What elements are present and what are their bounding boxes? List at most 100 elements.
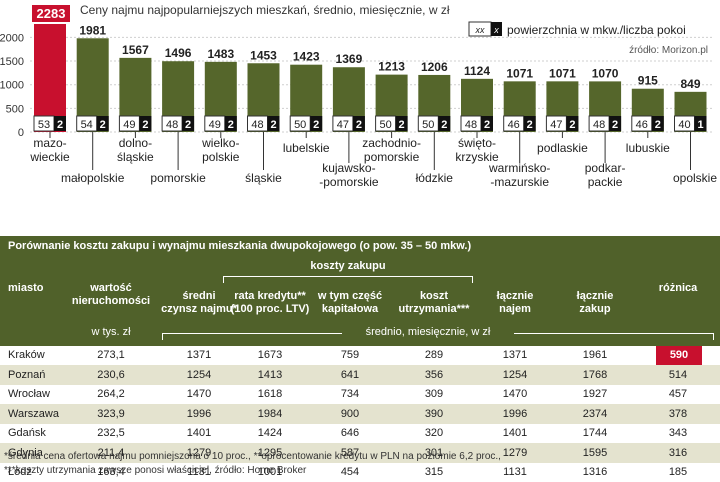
legend-rooms-badge: x: [493, 25, 499, 35]
rooms-badge: 2: [441, 119, 447, 131]
region-label: lubuskie: [626, 141, 670, 155]
col-installment-header: rata kredytu** (100 proc. LTV): [215, 290, 325, 316]
col-value-unit: w tys. zł: [91, 326, 131, 338]
col-rent-header-line2: czynsz najmu*: [161, 303, 237, 315]
cell-diff: 343: [668, 427, 688, 439]
area-badge: 50: [379, 119, 391, 131]
cell-city: Łódź: [8, 466, 32, 478]
table-row: Poznań 230,6 1254 1413 641 356 1254 1768 514: [0, 365, 720, 385]
region-label: lubelskie: [283, 141, 330, 155]
cell-capital: 587: [340, 446, 360, 459]
col-installment-header-line2: (100 proc. LTV): [230, 303, 310, 315]
cell-capital: 641: [340, 368, 360, 381]
span-note-line-right: [514, 333, 714, 334]
rooms-badge-box: [609, 116, 622, 131]
cell-total-buy: 1961: [582, 349, 608, 361]
table-row: Łódź 163,4 1131 1001 454 315 1131 1316 185: [0, 463, 720, 482]
rooms-badge-box: [481, 116, 493, 131]
rooms-badge-box: [694, 116, 707, 131]
cell-total-buy: 1768: [582, 368, 608, 381]
col-rent-header: średni czynsz najmu*: [144, 290, 254, 316]
region-label: dolno-: [119, 136, 152, 150]
value-label: 2283: [37, 6, 66, 21]
rooms-badge: 2: [228, 119, 234, 131]
cell-value: 230,6: [97, 368, 125, 381]
region-labels: mazo-wieckie małopolskie dolno-śląskie pomo…: [29, 132, 717, 189]
legend-rooms-box: [491, 22, 502, 36]
rooms-badge-box: [352, 116, 365, 131]
region-label: -pomorskie: [319, 175, 379, 189]
cell-city: Wrocław: [8, 388, 50, 400]
cell-city: Kraków: [8, 349, 45, 361]
cell-capital: 454: [340, 466, 360, 478]
cell-value: 264,2: [97, 388, 125, 400]
cell-rent: 1371: [186, 349, 212, 361]
span-note: średnio, miesięcznie, w zł: [365, 326, 491, 338]
area-badge: 46: [508, 119, 520, 131]
value-label: 1369: [336, 52, 363, 66]
cell-total-buy: 1744: [582, 427, 608, 439]
cell-total-buy: 1316: [582, 466, 608, 478]
table-row: Gdynia 211,4 1279 1295 587 301 1279 1595 316: [0, 443, 720, 463]
cell-rent: 1470: [186, 388, 212, 400]
col-total-buy-header: łącznie zakup: [540, 290, 650, 316]
col-capital-header: w tym część kapitałowa: [295, 290, 405, 316]
legend: xx x powierzchnia w mkw./liczba pokoi: [468, 21, 686, 37]
region-label: łódzkie: [416, 171, 454, 185]
region-label: opolskie: [673, 171, 717, 185]
cell-total-rent: 1279: [502, 446, 528, 459]
col-total-rent-header-line1: łącznie: [496, 290, 534, 302]
rooms-badge: 2: [313, 119, 319, 131]
region-label: pomorskie: [364, 150, 420, 164]
area-room-badges: 53 2 54 2 49 2 48 2 49 2 48 2 50 2 47 2 50 2 50 2 48 2 46 2 47 2 4…: [33, 115, 707, 132]
table-title: Porównanie kosztu zakupu i wynajmu miesz…: [0, 236, 720, 256]
purchase-costs-bracket: [223, 276, 473, 277]
cell-diff: 514: [668, 368, 688, 381]
cell-value: 232,5: [97, 427, 125, 439]
cell-upkeep: 289: [424, 349, 444, 361]
value-label: 1453: [250, 48, 277, 62]
region-label: święto-: [458, 136, 496, 150]
rooms-badge-box: [566, 116, 579, 131]
cell-rent: 1254: [186, 368, 212, 381]
area-badge: 49: [209, 119, 221, 131]
cell-total-rent: 1401: [502, 427, 528, 439]
col-upkeep-header-line1: koszt: [419, 290, 449, 302]
col-diff-header: różnica: [658, 282, 698, 294]
col-value-header: wartość nieruchomości: [56, 282, 166, 308]
y-tick-label: 500: [6, 103, 24, 115]
bar: [34, 24, 66, 132]
cell-installment: 1673: [257, 349, 283, 361]
area-badge: 48: [593, 119, 605, 131]
y-tick-label: 2000: [0, 32, 24, 44]
span-note-line-left: [162, 333, 342, 334]
table-row: Gdańsk 232,5 1401 1424 646 320 1401 1744 343: [0, 424, 720, 443]
col-total-buy-header-line2: zakup: [579, 303, 611, 315]
value-label: 1206: [421, 60, 448, 74]
cell-total-rent: 1131: [503, 466, 527, 478]
rooms-badge-box: [139, 116, 152, 131]
cell-value: 323,9: [97, 407, 125, 420]
cell-installment: 1413: [257, 368, 283, 381]
rooms-badge: 2: [484, 119, 490, 131]
value-label: 1213: [378, 60, 405, 74]
value-label: 1496: [165, 46, 192, 60]
value-label: 849: [680, 77, 700, 91]
region-label: śląskie: [245, 171, 282, 185]
legend-text: powierzchnia w mkw./liczba pokoi: [507, 23, 686, 37]
rooms-badge: 2: [185, 119, 191, 131]
cell-upkeep: 320: [424, 427, 444, 439]
cell-upkeep: 309: [424, 388, 444, 400]
value-label: 1124: [464, 64, 490, 78]
region-label: krzyskie: [455, 150, 499, 164]
purchase-bracket-left: [223, 276, 224, 283]
rooms-badge-box: [523, 116, 536, 131]
value-label: 1981: [79, 23, 106, 37]
footnote-line-2: ***koszty utrzymania zawsze ponosi właśc…: [4, 465, 307, 476]
y-tick-labels: 0 500 1000 1500 2000: [0, 32, 24, 139]
cell-total-rent: 1470: [502, 388, 528, 400]
cell-rent: 1996: [186, 407, 212, 420]
value-label-highlight-box: [32, 5, 70, 22]
value-label: 1423: [293, 50, 320, 64]
cell-city: Poznań: [8, 368, 46, 381]
